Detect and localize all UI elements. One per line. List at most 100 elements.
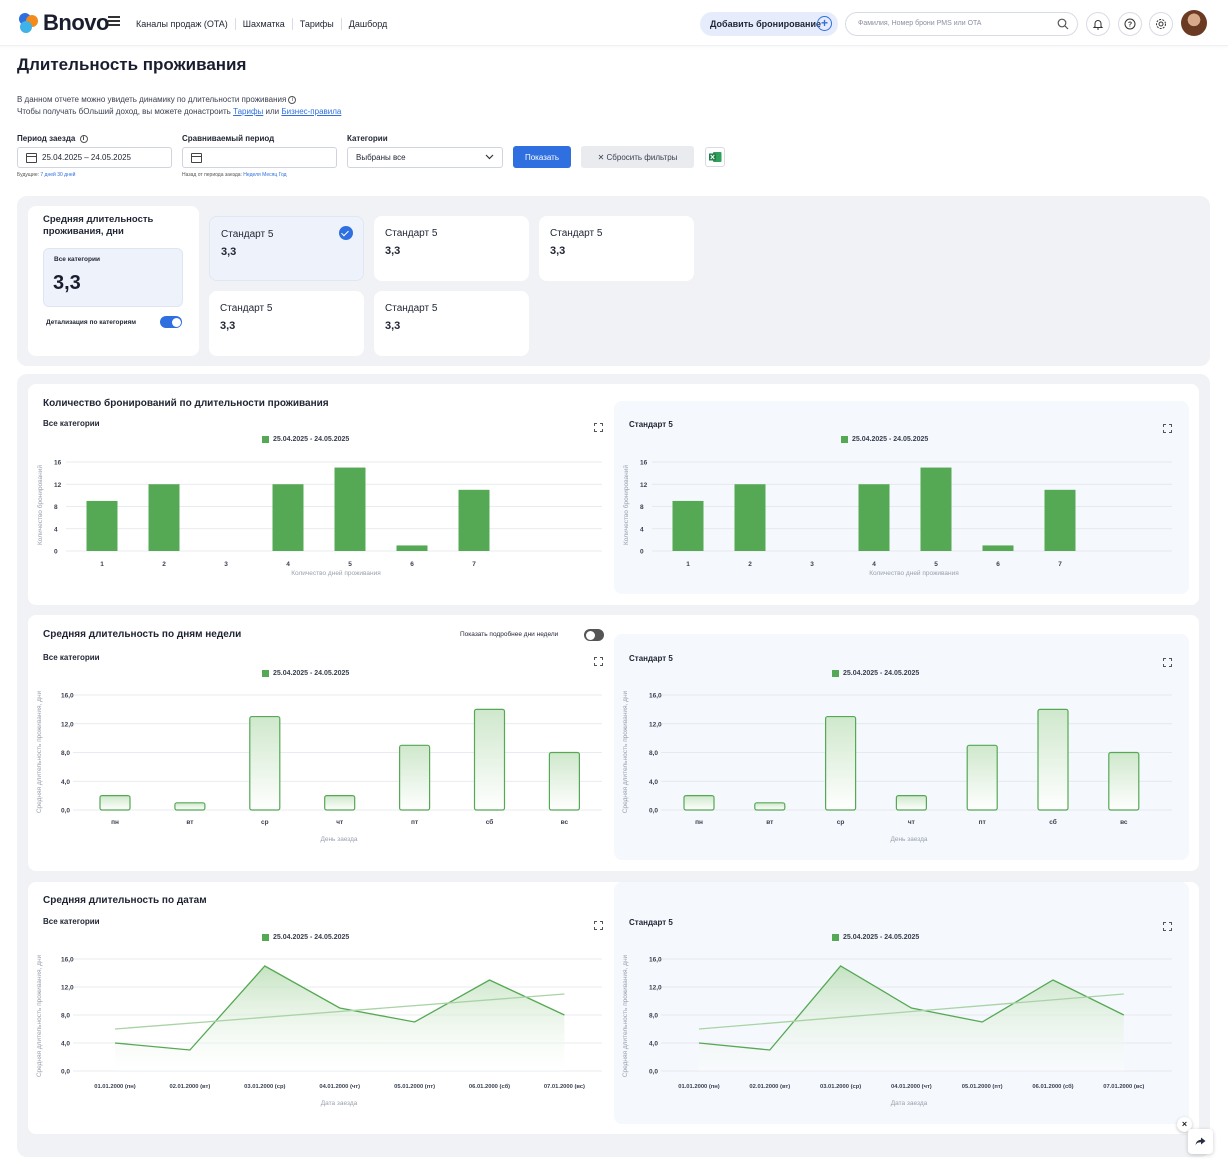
category-card[interactable]: Стандарт 5 3,3 <box>374 216 529 281</box>
chart-legend[interactable]: 25.04.2025 - 24.05.2025 <box>262 436 349 443</box>
avatar[interactable] <box>1181 10 1207 36</box>
categories-label: Категории <box>347 134 388 143</box>
desc-line2: Чтобы получать бОльший доход, вы можете … <box>17 107 231 116</box>
share-icon <box>1195 1137 1206 1146</box>
nav-ota[interactable]: Каналы продаж (OTA) <box>136 19 228 29</box>
nav-dashboard[interactable]: Дашборд <box>348 19 388 29</box>
chevron-down-icon <box>485 154 494 160</box>
expand-icon[interactable] <box>594 917 603 930</box>
weekday-toggle[interactable] <box>584 629 604 641</box>
kpi-title: Средняя длительность проживания, дни <box>43 214 154 237</box>
chart-card <box>614 882 1189 1124</box>
category-card[interactable]: Стандарт 5 3,3 <box>209 216 364 281</box>
desc-line1: В данном отчете можно увидеть динамику п… <box>17 95 287 104</box>
desc-or: или <box>265 107 280 116</box>
expand-icon[interactable] <box>594 419 603 432</box>
chart-subtitle: Стандарт 5 <box>629 420 673 429</box>
chart-legend[interactable]: 25.04.2025 - 24.05.2025 <box>262 670 349 677</box>
nav-tariffs[interactable]: Тарифы <box>299 19 334 29</box>
search-icon <box>1057 18 1069 30</box>
notifications-button[interactable] <box>1086 12 1110 36</box>
category-value: 3,3 <box>550 245 566 257</box>
info-icon[interactable]: i <box>79 134 88 143</box>
info-icon[interactable]: i <box>288 95 297 104</box>
kpi-all-label: Все категории <box>54 256 100 263</box>
category-card[interactable]: Стандарт 5 3,3 <box>374 291 529 356</box>
legend-swatch <box>262 934 269 941</box>
logo[interactable]: Bnovo <box>17 10 109 36</box>
search-placeholder: Фамилия, Номер брони PMS или OTA <box>858 20 982 27</box>
calendar-icon <box>191 152 202 163</box>
bell-icon <box>1092 20 1104 30</box>
category-name: Стандарт 5 <box>221 229 274 240</box>
calendar-icon <box>26 152 37 163</box>
show-button[interactable]: Показать <box>513 146 571 168</box>
reset-filters-button[interactable]: ✕ Сбросить фильтры <box>581 146 694 168</box>
compare-input[interactable] <box>182 147 337 168</box>
weekday-title: Средняя длительность по дням недели <box>43 629 242 640</box>
expand-icon[interactable] <box>594 653 603 666</box>
period-input[interactable]: 25.04.2025 – 24.05.2025 <box>17 147 172 168</box>
chart-legend[interactable]: 25.04.2025 - 24.05.2025 <box>832 670 919 677</box>
legend-label: 25.04.2025 - 24.05.2025 <box>273 934 350 941</box>
legend-label: 25.04.2025 - 24.05.2025 <box>843 934 920 941</box>
chart-legend[interactable]: 25.04.2025 - 24.05.2025 <box>841 436 928 443</box>
legend-swatch <box>262 670 269 677</box>
legend-swatch <box>262 436 269 443</box>
expand-icon[interactable] <box>1163 654 1172 667</box>
expand-icon[interactable] <box>1163 420 1172 433</box>
category-name: Стандарт 5 <box>385 228 438 239</box>
detail-toggle[interactable] <box>160 316 182 328</box>
share-button[interactable] <box>1188 1129 1213 1154</box>
period-hint-links[interactable]: 7 дней 30 дней <box>40 172 76 178</box>
chart-subtitle: Все категории <box>43 917 100 926</box>
top-nav: Каналы продаж (OTA) Шахматка Тарифы Дашб… <box>136 18 387 30</box>
period-value: 25.04.2025 – 24.05.2025 <box>42 153 131 162</box>
logo-text: Bnovo <box>43 10 109 35</box>
bookings-title: Количество бронирований по длительности … <box>43 398 329 409</box>
dates-title: Средняя длительность по датам <box>43 895 207 906</box>
settings-button[interactable] <box>1149 12 1173 36</box>
category-card[interactable]: Стандарт 5 3,3 <box>209 291 364 356</box>
add-booking-button[interactable]: Добавить бронирование + <box>700 12 838 36</box>
page-description: В данном отчете можно увидеть динамику п… <box>17 94 341 118</box>
excel-icon <box>708 152 721 162</box>
expand-icon[interactable] <box>1163 918 1172 931</box>
chart-subtitle: Все категории <box>43 419 100 428</box>
page-title: Длительность проживания <box>17 55 247 74</box>
category-name: Стандарт 5 <box>385 303 438 314</box>
add-booking-label: Добавить бронирование <box>710 19 822 29</box>
kpi-all-categories[interactable] <box>43 248 183 307</box>
category-value: 3,3 <box>385 245 401 257</box>
categories-select[interactable]: Выбраны все <box>347 147 503 168</box>
logo-icon <box>19 13 38 33</box>
compare-hint: Назад от периода заезда: Неделя Месяц Го… <box>182 172 287 178</box>
tariffs-link[interactable]: Тарифы <box>233 107 264 116</box>
chart-subtitle: Стандарт 5 <box>629 918 673 927</box>
legend-label: 25.04.2025 - 24.05.2025 <box>852 436 929 443</box>
legend-swatch <box>841 436 848 443</box>
chart-card <box>614 401 1189 594</box>
export-excel-button[interactable] <box>705 147 725 167</box>
legend-label: 25.04.2025 - 24.05.2025 <box>273 670 350 677</box>
chart-legend[interactable]: 25.04.2025 - 24.05.2025 <box>262 934 349 941</box>
search-input[interactable]: Фамилия, Номер брони PMS или OTA <box>845 12 1078 36</box>
chart-legend[interactable]: 25.04.2025 - 24.05.2025 <box>832 934 919 941</box>
nav-chess[interactable]: Шахматка <box>242 19 285 29</box>
close-icon[interactable]: × <box>1177 1117 1192 1132</box>
menu-icon[interactable] <box>108 16 120 26</box>
svg-text:?: ? <box>1128 22 1132 29</box>
category-card[interactable]: Стандарт 5 3,3 <box>539 216 694 281</box>
chart-subtitle: Стандарт 5 <box>629 654 673 663</box>
gear-icon <box>1156 19 1166 29</box>
category-value: 3,3 <box>220 320 236 332</box>
help-icon: ? <box>1124 18 1136 30</box>
legend-swatch <box>832 934 839 941</box>
check-icon <box>339 226 353 240</box>
kpi-all-value: 3,3 <box>53 272 81 294</box>
compare-hint-links[interactable]: Неделя Месяц Год <box>243 172 287 178</box>
business-rules-link[interactable]: Бизнес-правила <box>281 107 342 116</box>
category-value: 3,3 <box>221 246 237 258</box>
period-label: Период заезда i <box>17 134 88 143</box>
help-button[interactable]: ? <box>1118 12 1142 36</box>
